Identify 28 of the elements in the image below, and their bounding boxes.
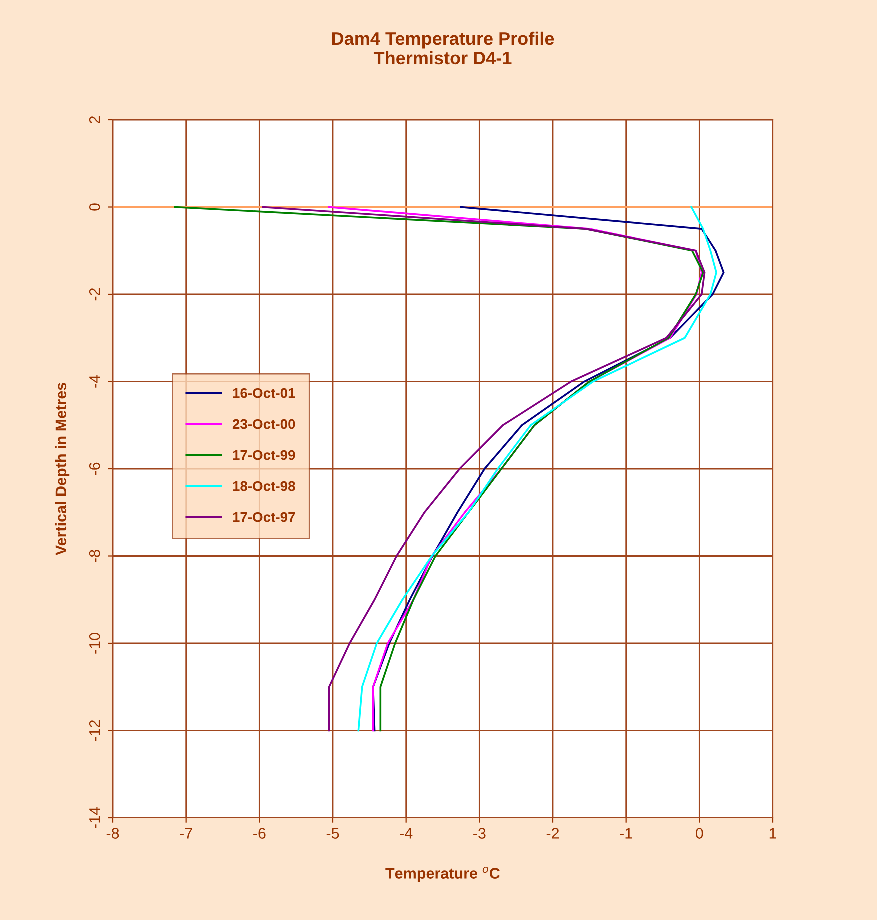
y-tick-label: 2 (89, 116, 100, 124)
legend-label: 16-Oct-01 (233, 388, 296, 398)
x-tick-label: -7 (180, 828, 192, 839)
y-tick-label: -4 (90, 375, 100, 388)
x-tick-label: 1 (770, 828, 777, 839)
legend-label: 23-Oct-00 (232, 419, 296, 430)
chart-title: Dam4 Temperature Profile Thermistor D4-1 (332, 32, 554, 65)
y-tick-label: -8 (89, 550, 100, 562)
y-tick-label: -12 (89, 720, 100, 742)
x-tick-label: -2 (546, 828, 560, 839)
line-series (174, 206, 704, 732)
y-axis-title: Vertical Depth in Metres (55, 383, 70, 556)
x-tick-label: -3 (474, 828, 486, 839)
x-tick-label: -1 (620, 828, 632, 839)
y-tick-label: 0 (89, 204, 100, 211)
x-tick-label: 0 (696, 828, 704, 839)
legend-label: 17-Oct-99 (233, 450, 296, 460)
x-tick-label: -5 (326, 828, 340, 839)
x-tick-label: -8 (106, 828, 120, 839)
y-tick-label: -14 (90, 807, 100, 828)
x-tick-label: -6 (254, 828, 266, 839)
x-axis-title: Temperature $^{o}$C (386, 866, 500, 882)
legend-label: 17-Oct-97 (233, 512, 296, 522)
y-tick-label: -2 (89, 288, 100, 301)
y-tick-label: -10 (89, 633, 100, 654)
y-tick-label: -6 (89, 462, 100, 476)
x-tick-label: -4 (400, 828, 413, 839)
legend-label: 18-Oct-98 (233, 481, 296, 492)
